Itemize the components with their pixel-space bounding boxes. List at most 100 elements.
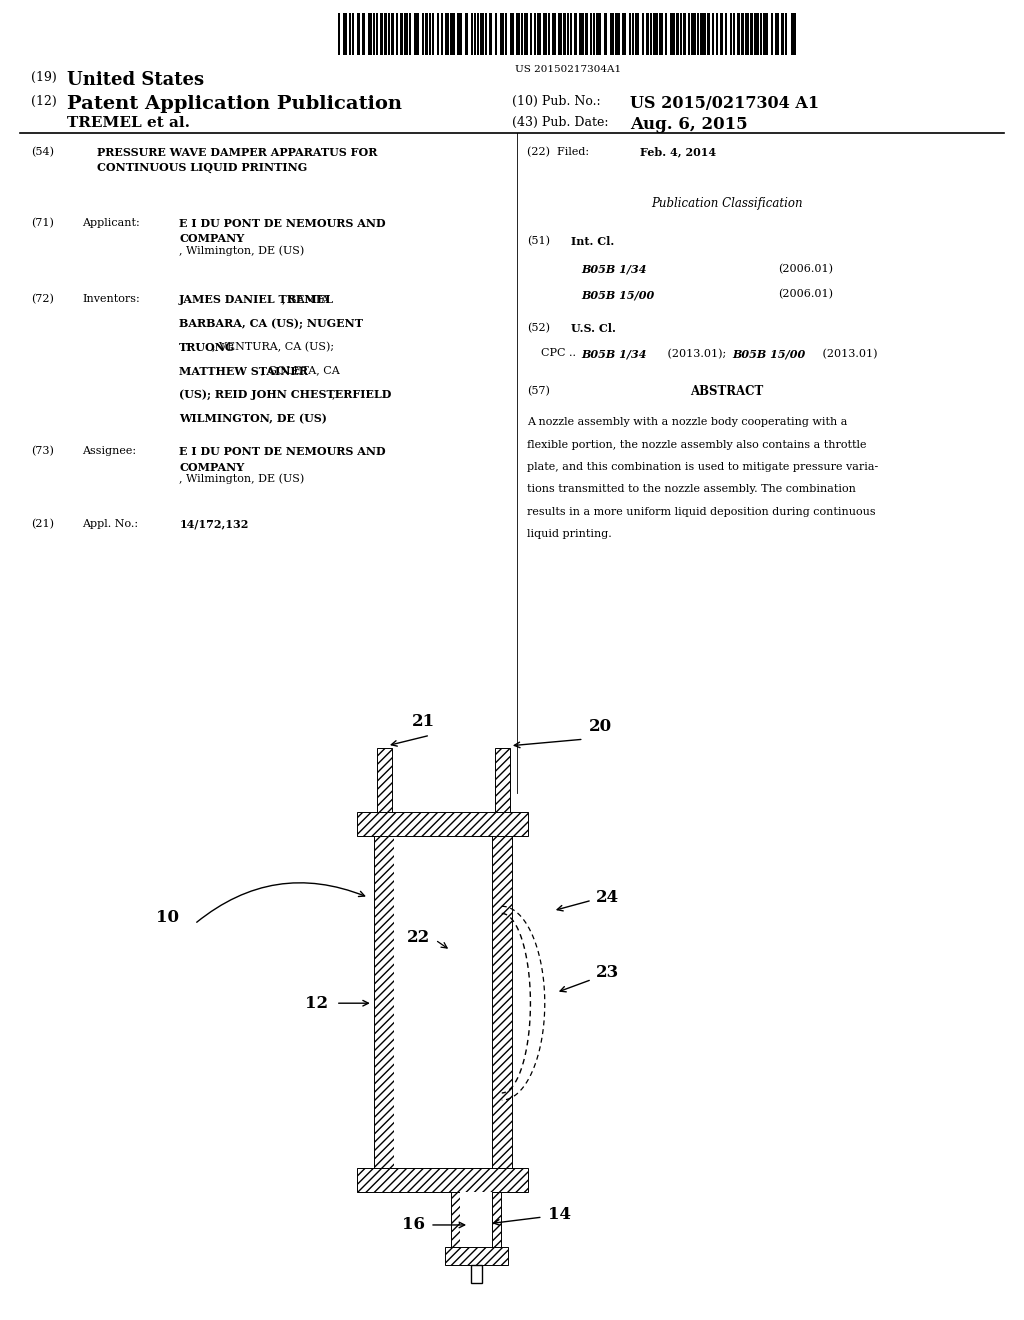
- Bar: [530, 13, 532, 55]
- Bar: [596, 13, 601, 55]
- Text: PRESSURE WAVE DAMPER APPARATUS FOR
CONTINUOUS LIQUID PRINTING: PRESSURE WAVE DAMPER APPARATUS FOR CONTI…: [97, 147, 378, 173]
- Bar: [495, 748, 510, 812]
- Bar: [691, 13, 696, 55]
- Bar: [622, 13, 626, 55]
- Text: (19): (19): [31, 71, 56, 84]
- Bar: [700, 13, 706, 55]
- Bar: [642, 13, 644, 55]
- Bar: [610, 13, 614, 55]
- Bar: [338, 13, 340, 55]
- Bar: [451, 1192, 460, 1247]
- Text: Applicant:: Applicant:: [82, 218, 139, 228]
- Bar: [741, 13, 744, 55]
- Bar: [635, 13, 639, 55]
- Bar: [357, 13, 360, 55]
- Bar: [349, 13, 351, 55]
- Bar: [585, 13, 588, 55]
- Text: E I DU PONT DE NEMOURS AND
COMPANY: E I DU PONT DE NEMOURS AND COMPANY: [179, 446, 386, 473]
- Text: MATTHEW STAINER: MATTHEW STAINER: [179, 366, 308, 376]
- Text: Patent Application Publication: Patent Application Publication: [67, 95, 401, 114]
- Bar: [733, 13, 735, 55]
- Text: Inventors:: Inventors:: [82, 294, 139, 305]
- Text: , GOLETA, CA: , GOLETA, CA: [260, 366, 339, 376]
- Bar: [524, 13, 528, 55]
- Bar: [388, 13, 390, 55]
- Bar: [629, 13, 631, 55]
- Bar: [716, 13, 718, 55]
- Bar: [394, 812, 492, 1168]
- Bar: [480, 13, 484, 55]
- Bar: [368, 13, 372, 55]
- Bar: [441, 13, 443, 55]
- Bar: [400, 13, 403, 55]
- Text: 22: 22: [407, 929, 430, 945]
- Text: , Wilmington, DE (US): , Wilmington, DE (US): [179, 246, 304, 256]
- Text: (51): (51): [527, 236, 550, 247]
- Bar: [495, 13, 497, 55]
- Bar: [425, 13, 428, 55]
- Text: A nozzle assembly with a nozzle body cooperating with a: A nozzle assembly with a nozzle body coo…: [527, 417, 848, 428]
- Bar: [380, 13, 383, 55]
- Text: B05B 15/00: B05B 15/00: [582, 289, 655, 300]
- Text: flexible portion, the nozzle assembly also contains a throttle: flexible portion, the nozzle assembly al…: [527, 440, 867, 450]
- Bar: [445, 13, 449, 55]
- Text: (43) Pub. Date:: (43) Pub. Date:: [512, 116, 608, 129]
- Text: BARBARA, CA (US); NUGENT: BARBARA, CA (US); NUGENT: [179, 318, 364, 329]
- Text: Appl. No.:: Appl. No.:: [82, 519, 138, 529]
- Bar: [505, 13, 507, 55]
- Bar: [471, 13, 473, 55]
- Bar: [548, 13, 550, 55]
- Bar: [570, 13, 572, 55]
- Text: US 2015/0217304 A1: US 2015/0217304 A1: [630, 95, 819, 112]
- Text: (57): (57): [527, 385, 550, 396]
- Bar: [373, 13, 375, 55]
- Text: Publication Classification: Publication Classification: [651, 197, 803, 210]
- Bar: [593, 13, 595, 55]
- Text: (2006.01): (2006.01): [778, 289, 834, 300]
- Text: Feb. 4, 2014: Feb. 4, 2014: [640, 147, 716, 157]
- Text: Assignee:: Assignee:: [82, 446, 136, 457]
- Text: 16: 16: [402, 1217, 425, 1233]
- Bar: [485, 13, 487, 55]
- Bar: [474, 13, 476, 55]
- Bar: [775, 13, 779, 55]
- Text: Aug. 6, 2015: Aug. 6, 2015: [630, 116, 748, 133]
- Bar: [422, 13, 424, 55]
- Bar: [376, 13, 378, 55]
- Bar: [750, 13, 753, 55]
- Text: (71): (71): [31, 218, 53, 228]
- Bar: [558, 13, 562, 55]
- Bar: [579, 13, 584, 55]
- Text: 21: 21: [412, 713, 435, 730]
- Text: (10) Pub. No.:: (10) Pub. No.:: [512, 95, 601, 108]
- Text: 10: 10: [157, 909, 179, 925]
- Bar: [460, 1192, 493, 1247]
- Text: , SANTA: , SANTA: [283, 294, 330, 305]
- Text: TRUONG: TRUONG: [179, 342, 236, 352]
- Bar: [604, 13, 607, 55]
- Text: Int. Cl.: Int. Cl.: [571, 236, 614, 247]
- Bar: [450, 13, 455, 55]
- Bar: [653, 13, 658, 55]
- Bar: [712, 13, 714, 55]
- Bar: [396, 13, 398, 55]
- Text: (52): (52): [527, 323, 550, 334]
- Text: (72): (72): [31, 294, 53, 305]
- Text: 20: 20: [589, 718, 612, 735]
- Text: United States: United States: [67, 71, 204, 90]
- Bar: [567, 13, 569, 55]
- Bar: [670, 13, 675, 55]
- Bar: [646, 13, 649, 55]
- Bar: [352, 13, 354, 55]
- Text: WILMINGTON, DE (US): WILMINGTON, DE (US): [179, 413, 327, 424]
- Bar: [552, 13, 556, 55]
- Bar: [537, 13, 541, 55]
- Bar: [688, 13, 690, 55]
- Bar: [563, 13, 566, 55]
- Bar: [632, 13, 634, 55]
- Bar: [391, 13, 394, 55]
- Text: (US); REID JOHN CHESTERFIELD: (US); REID JOHN CHESTERFIELD: [179, 389, 391, 400]
- Bar: [763, 13, 768, 55]
- Bar: [357, 1168, 528, 1192]
- Bar: [409, 13, 411, 55]
